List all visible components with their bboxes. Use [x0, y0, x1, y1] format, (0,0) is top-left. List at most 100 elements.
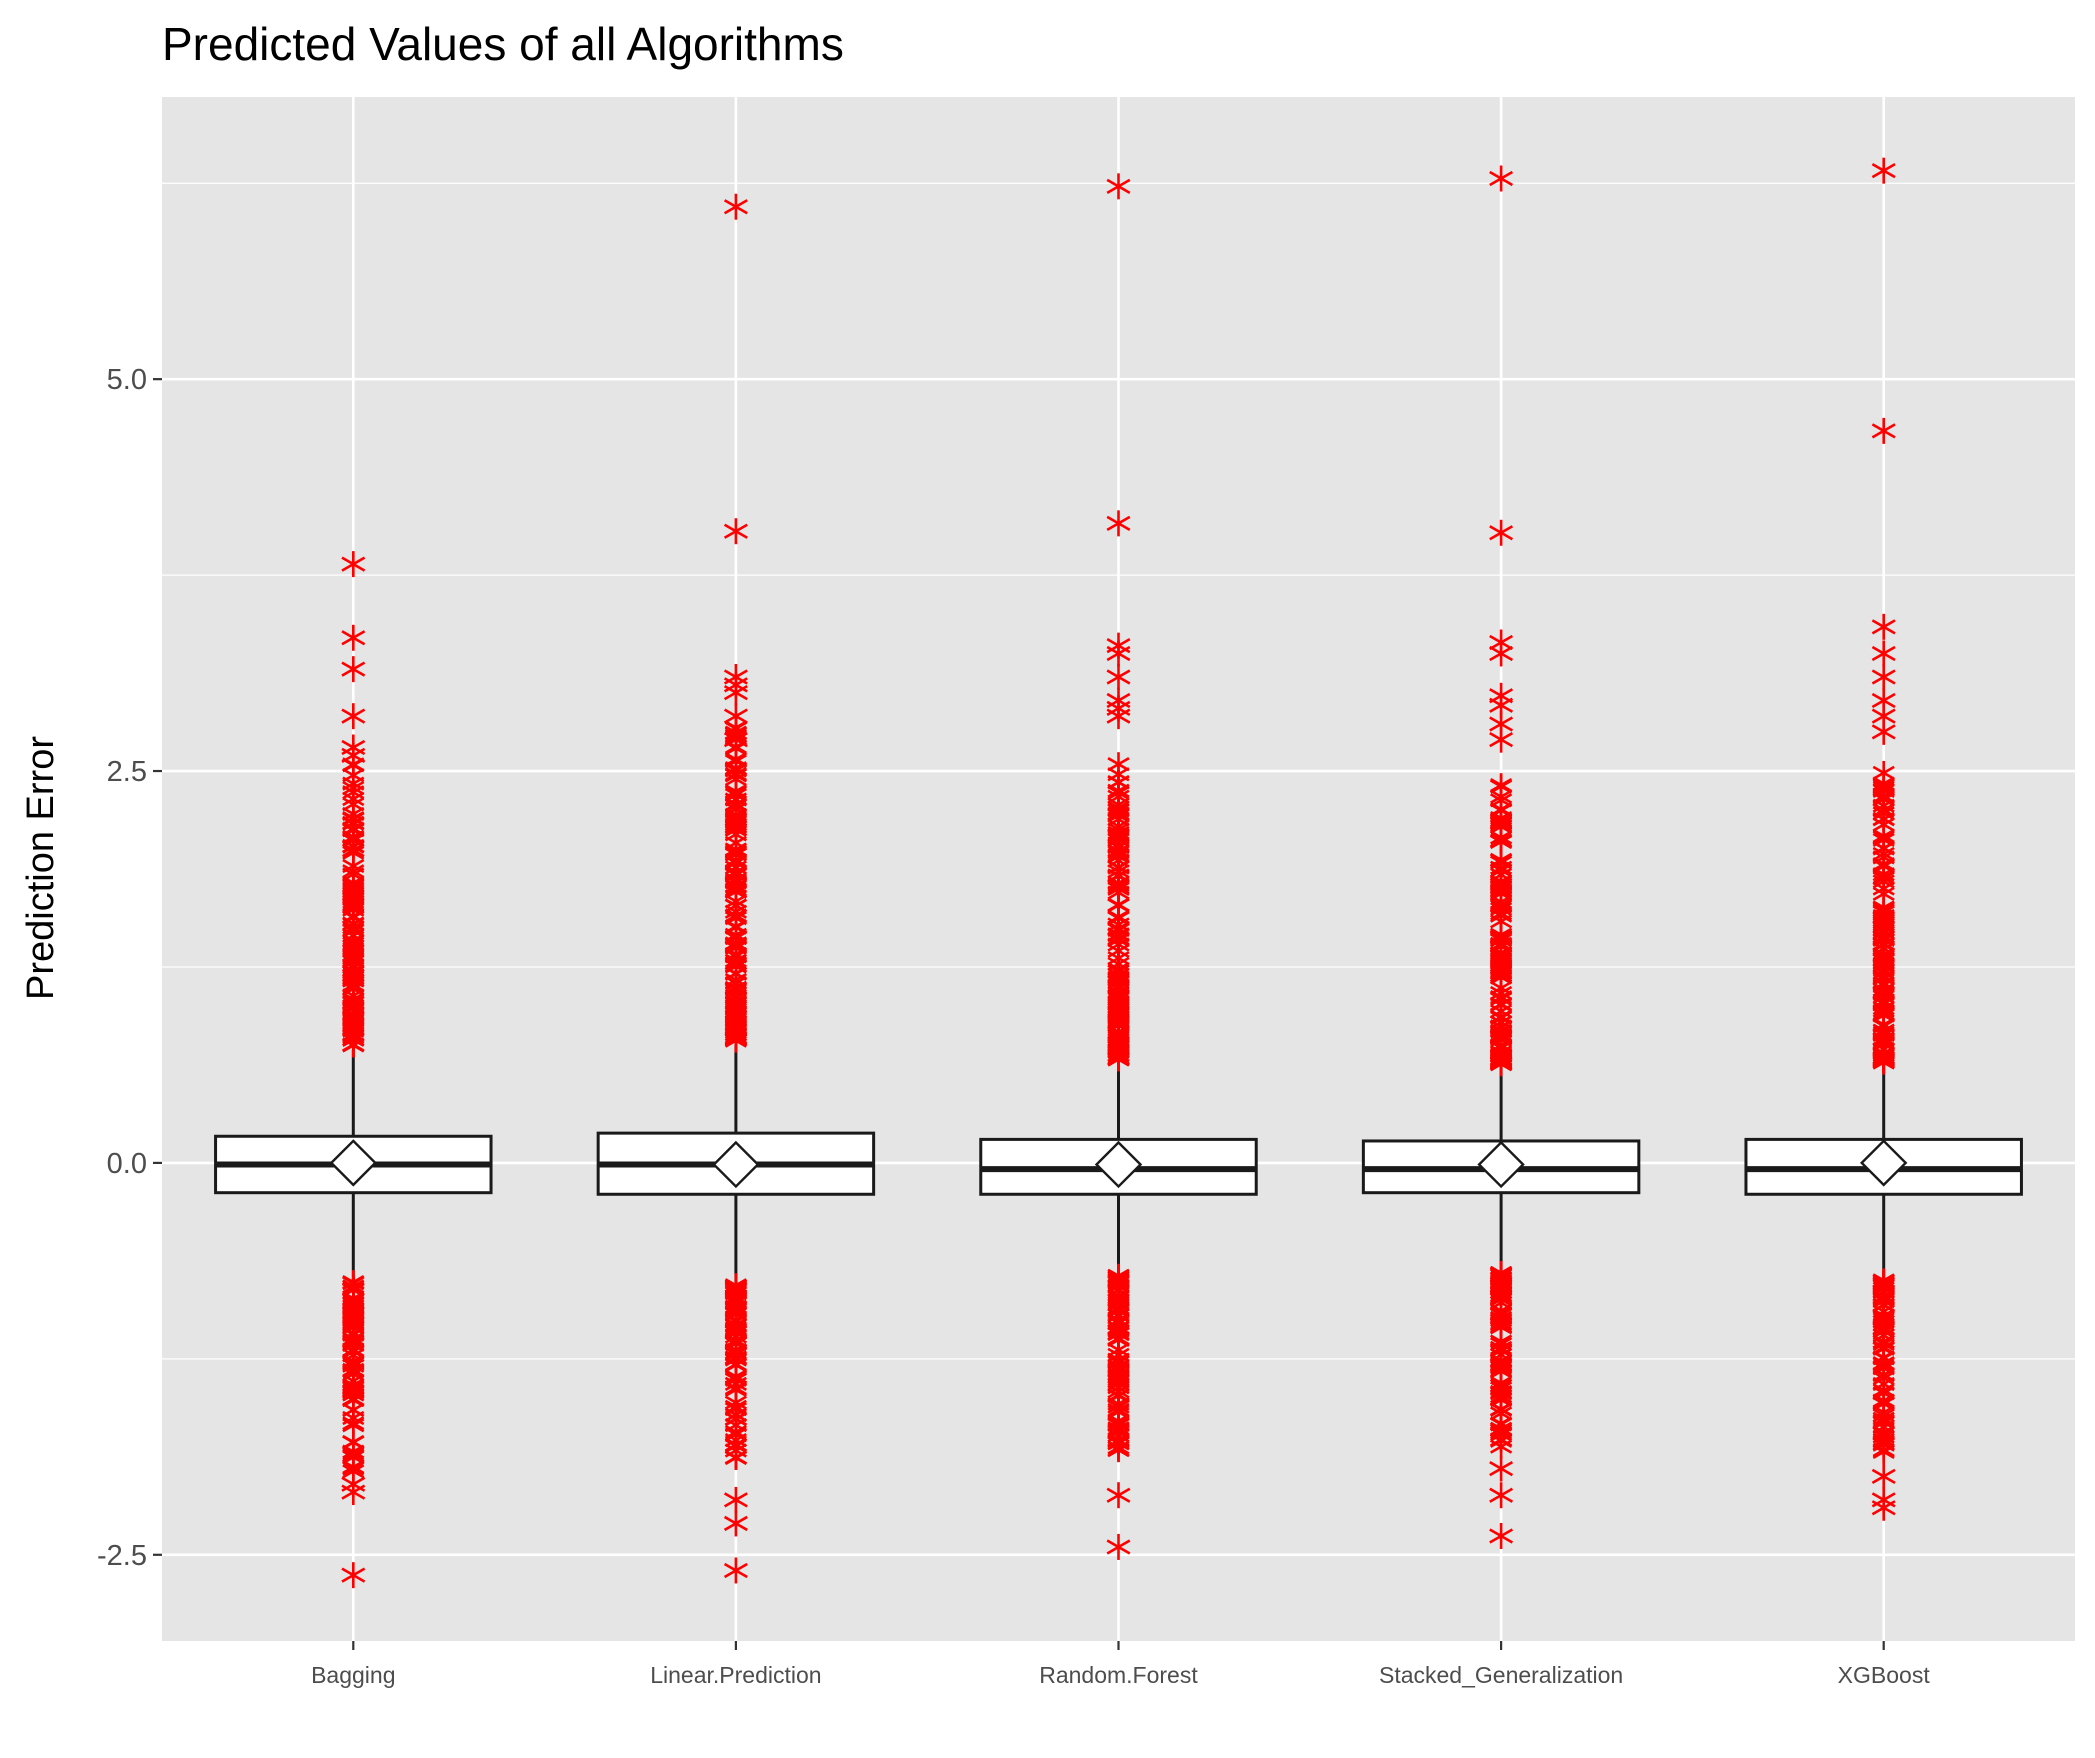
- outlier-point: [341, 1562, 366, 1589]
- outlier-point: [1872, 784, 1895, 809]
- outlier-point: [1489, 165, 1514, 192]
- outlier-point: [1490, 1376, 1513, 1401]
- outlier-point: [1871, 718, 1896, 745]
- outlier-point: [342, 879, 365, 904]
- outlier-point: [341, 656, 366, 683]
- x-tick-label: Bagging: [311, 1662, 395, 1688]
- outlier-point: [723, 193, 748, 220]
- outlier-point: [1490, 1046, 1513, 1071]
- outlier-point: [1106, 703, 1131, 730]
- outlier-point: [342, 931, 365, 956]
- x-tick-label: XGBoost: [1838, 1662, 1931, 1688]
- outlier-point: [723, 518, 748, 545]
- outlier-point: [1489, 1455, 1514, 1482]
- outlier-point: [1107, 1269, 1130, 1294]
- y-tick-label: 0.0: [107, 1148, 147, 1180]
- outlier-point: [342, 1293, 365, 1318]
- outlier-point: [1489, 519, 1514, 546]
- outlier-point: [1872, 1279, 1895, 1304]
- outlier-point: [724, 1445, 747, 1470]
- outlier-point: [1490, 956, 1513, 981]
- outlier-point: [1490, 1342, 1513, 1367]
- outlier-point: [342, 1445, 365, 1470]
- box-Linear.Prediction: [596, 193, 876, 1584]
- outlier-point: [1490, 825, 1513, 850]
- x-axis: Bagging Linear.Prediction Random.Forest Sta…: [311, 1641, 1930, 1688]
- outlier-point: [1871, 1494, 1896, 1521]
- mean-marker: [1094, 1140, 1143, 1189]
- outlier-point: [1107, 780, 1130, 805]
- x-tick-label: Stacked_Generalization: [1379, 1662, 1623, 1688]
- outlier-point: [724, 839, 747, 864]
- outlier-point: [724, 951, 747, 976]
- outlier-point: [724, 991, 747, 1016]
- outlier-point: [1871, 417, 1896, 444]
- outlier-point: [724, 1320, 747, 1345]
- outlier-point: [1489, 726, 1514, 753]
- outlier-point: [1107, 1350, 1130, 1375]
- box-XGBoost: [1744, 157, 2023, 1521]
- outlier-point: [1489, 1482, 1514, 1509]
- mean-marker: [1860, 1139, 1908, 1187]
- outlier-point: [1107, 918, 1130, 943]
- outlier-point: [723, 1557, 748, 1584]
- outlier-point: [342, 838, 365, 863]
- outlier-point: [341, 624, 366, 651]
- boxes: [214, 157, 2023, 1589]
- outlier-point: [1871, 663, 1896, 690]
- outlier-point: [1107, 1037, 1130, 1062]
- outlier-point: [724, 779, 747, 804]
- outlier-point: [341, 742, 366, 769]
- x-tick-label: Linear.Prediction: [650, 1662, 821, 1688]
- outlier-point: [1872, 948, 1895, 973]
- outlier-point: [1872, 1001, 1895, 1026]
- outlier-point: [1107, 1419, 1130, 1444]
- outlier-point: [724, 1022, 747, 1047]
- outlier-point: [341, 551, 366, 578]
- outlier-point: [1490, 872, 1513, 897]
- outlier-point: [1871, 640, 1896, 667]
- y-axis: -2.5 0.0 2.5 5.0: [97, 364, 162, 1572]
- outlier-point: [1107, 1308, 1130, 1333]
- outlier-point: [1490, 903, 1513, 928]
- outlier-point: [1872, 1304, 1895, 1329]
- outlier-point: [1872, 1390, 1895, 1415]
- outlier-point: [342, 780, 365, 805]
- y-tick-label: -2.5: [97, 1540, 147, 1572]
- outlier-point: [1490, 999, 1513, 1024]
- outlier-point: [342, 960, 365, 985]
- x-tick-label: Random.Forest: [1039, 1662, 1198, 1688]
- outlier-point: [1106, 1482, 1131, 1509]
- outlier-point: [1872, 1027, 1895, 1052]
- outlier-point: [723, 679, 748, 706]
- outlier-point: [724, 1353, 747, 1378]
- outlier-point: [1490, 1302, 1513, 1327]
- mean-marker: [712, 1140, 760, 1189]
- outlier-point: [724, 749, 747, 774]
- outlier-point: [341, 1479, 366, 1506]
- outlier-point: [1107, 975, 1130, 1000]
- outlier-point: [342, 811, 365, 836]
- outlier-point: [1872, 1415, 1895, 1440]
- outlier-point: [1106, 640, 1131, 667]
- outlier-point: [723, 1486, 748, 1513]
- outlier-point: [1106, 663, 1131, 690]
- outlier-point: [1489, 640, 1514, 667]
- mean-marker: [1477, 1140, 1525, 1189]
- y-tick-label: 5.0: [107, 364, 147, 396]
- outlier-point: [1106, 510, 1131, 537]
- outlier-point: [342, 1001, 365, 1026]
- outlier-point: [342, 1359, 365, 1384]
- outlier-point: [1490, 1266, 1513, 1291]
- outlier-point: [724, 1407, 747, 1432]
- outlier-point: [724, 869, 747, 894]
- outlier-point: [1871, 1463, 1896, 1490]
- outlier-point: [1106, 1533, 1131, 1560]
- outlier-point: [1490, 1418, 1513, 1443]
- box-Bagging: [214, 551, 493, 1589]
- box-Stacked_Generalization: [1361, 165, 1641, 1549]
- chart-title: Predicted Values of all Algorithms: [162, 18, 844, 70]
- mean-marker: [329, 1139, 377, 1187]
- outlier-point: [1871, 613, 1896, 640]
